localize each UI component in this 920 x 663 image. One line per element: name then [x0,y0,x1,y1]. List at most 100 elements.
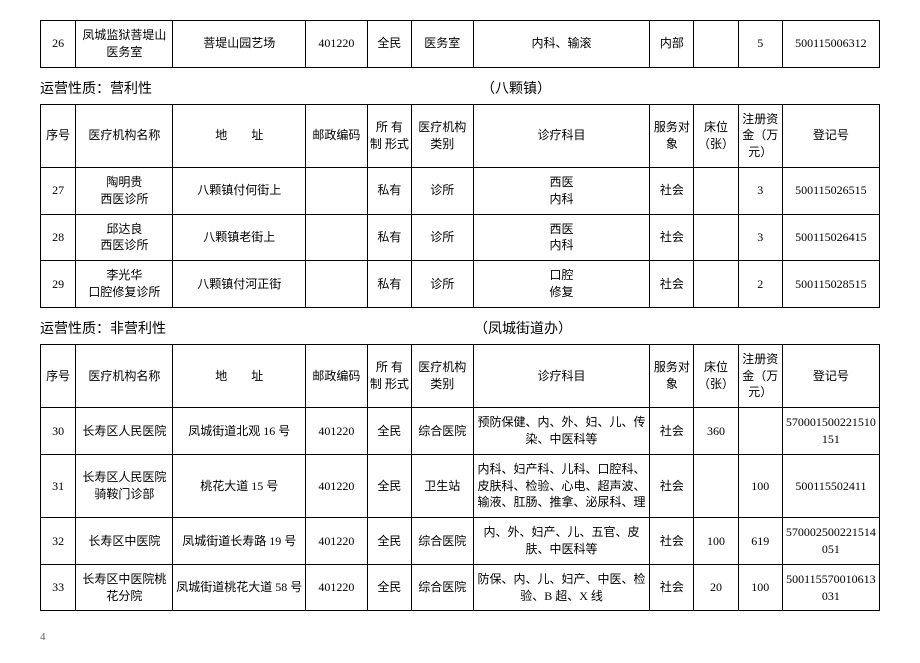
cell-target: 社会 [650,564,694,611]
col-zip: 邮政编码 [305,344,367,407]
cell-name: 长寿区中医院桃花分院 [76,564,173,611]
cell-name: 陶明贵西医诊所 [76,167,173,214]
cell-name: 邱达良西医诊所 [76,214,173,261]
cell-name: 李光华口腔修复诊所 [76,261,173,308]
table-2-header: 序号医疗机构名称地 址邮政编码所 有 制 形式医疗机构类别诊疗科目服务对象床位（… [41,104,880,167]
col-dept: 诊疗科目 [473,344,650,407]
cell-capital: 100 [738,454,782,517]
cell-dept: 预防保健、内、外、妇、儿、传染、中医科等 [473,408,650,455]
cell-dept: 西医内科 [473,167,650,214]
cell-ownership: 私有 [367,214,411,261]
col-seq: 序号 [41,104,76,167]
col-capital: 注册资金（万元） [738,344,782,407]
section-2-title-right: （八颗镇） [152,78,880,98]
cell-name: 凤城监狱菩堤山医务室 [76,21,173,68]
cell-capital: 3 [738,214,782,261]
cell-capital: 2 [738,261,782,308]
col-capital: 注册资金（万元） [738,104,782,167]
cell-capital: 5 [738,21,782,68]
cell-beds [694,21,738,68]
cell-regno: 500115026415 [782,214,879,261]
cell-category: 诊所 [411,214,473,261]
cell-beds: 20 [694,564,738,611]
cell-ownership: 全民 [367,518,411,565]
cell-seq: 26 [41,21,76,68]
cell-ownership: 全民 [367,408,411,455]
cell-addr: 凤城街道长寿路 19 号 [173,518,305,565]
cell-ownership: 全民 [367,454,411,517]
table-row: 30长寿区人民医院凤城街道北观 16 号401220全民综合医院预防保健、内、外… [41,408,880,455]
cell-category: 综合医院 [411,518,473,565]
table-row: 33长寿区中医院桃花分院凤城街道桃花大道 58 号401220全民综合医院防保、… [41,564,880,611]
cell-seq: 31 [41,454,76,517]
cell-zip: 401220 [305,408,367,455]
col-dept: 诊疗科目 [473,104,650,167]
cell-category: 卫生站 [411,454,473,517]
cell-ownership: 私有 [367,261,411,308]
cell-regno: 500115006312 [782,21,879,68]
cell-name: 长寿区中医院 [76,518,173,565]
cell-regno: 500115026515 [782,167,879,214]
cell-capital: 619 [738,518,782,565]
cell-zip [305,261,367,308]
cell-beds [694,214,738,261]
cell-dept: 西医内科 [473,214,650,261]
cell-category: 综合医院 [411,408,473,455]
table-2: 序号医疗机构名称地 址邮政编码所 有 制 形式医疗机构类别诊疗科目服务对象床位（… [40,104,880,308]
cell-seq: 29 [41,261,76,308]
col-addr: 地 址 [173,344,305,407]
cell-beds [694,261,738,308]
cell-target: 社会 [650,518,694,565]
cell-zip: 401220 [305,518,367,565]
cell-regno: 500115570010613031 [782,564,879,611]
cell-addr: 桃花大道 15 号 [173,454,305,517]
cell-category: 综合医院 [411,564,473,611]
cell-target: 社会 [650,408,694,455]
cell-zip [305,214,367,261]
cell-seq: 32 [41,518,76,565]
cell-ownership: 私有 [367,167,411,214]
cell-regno: 570002500221514051 [782,518,879,565]
cell-addr: 八颗镇付何街上 [173,167,305,214]
cell-ownership: 全民 [367,564,411,611]
section-3-title-left: 运营性质：非营利性 [40,318,166,338]
col-ownership: 所 有 制 形式 [367,344,411,407]
cell-seq: 33 [41,564,76,611]
cell-regno: 570001500221510151 [782,408,879,455]
page-number: 4 [40,631,880,643]
section-3-title-right: （凤城街道办） [166,318,880,338]
cell-name: 长寿区人民医院骑鞍门诊部 [76,454,173,517]
cell-addr: 凤城街道北观 16 号 [173,408,305,455]
cell-ownership: 全民 [367,21,411,68]
section-3-title: 运营性质：非营利性 （凤城街道办） [40,318,880,338]
cell-capital: 100 [738,564,782,611]
cell-beds [694,167,738,214]
cell-target: 社会 [650,167,694,214]
cell-dept: 口腔修复 [473,261,650,308]
cell-addr: 凤城街道桃花大道 58 号 [173,564,305,611]
cell-seq: 27 [41,167,76,214]
cell-capital [738,408,782,455]
table-2-body: 27陶明贵西医诊所八颗镇付何街上私有诊所西医内科社会35001150265152… [41,167,880,307]
table-1-body: 26凤城监狱菩堤山医务室菩堤山园艺场401220全民医务室内科、输滚内部5500… [41,21,880,68]
cell-seq: 30 [41,408,76,455]
table-row: 31长寿区人民医院骑鞍门诊部桃花大道 15 号401220全民卫生站内科、妇产科… [41,454,880,517]
cell-category: 诊所 [411,167,473,214]
cell-target: 社会 [650,261,694,308]
cell-addr: 八颗镇老街上 [173,214,305,261]
cell-dept: 内科、妇产科、儿科、口腔科、皮肤科、检验、心电、超声波、输液、肛肠、推拿、泌尿科… [473,454,650,517]
cell-dept: 内、外、妇产、儿、五官、皮肤、中医科等 [473,518,650,565]
cell-zip: 401220 [305,21,367,68]
col-beds: 床位（张） [694,344,738,407]
table-header-row: 序号医疗机构名称地 址邮政编码所 有 制 形式医疗机构类别诊疗科目服务对象床位（… [41,104,880,167]
section-2-title-left: 运营性质：营利性 [40,78,152,98]
table-header-row: 序号医疗机构名称地 址邮政编码所 有 制 形式医疗机构类别诊疗科目服务对象床位（… [41,344,880,407]
cell-dept: 防保、内、儿、妇产、中医、检验、B 超、X 线 [473,564,650,611]
table-3: 序号医疗机构名称地 址邮政编码所 有 制 形式医疗机构类别诊疗科目服务对象床位（… [40,344,880,612]
cell-zip [305,167,367,214]
cell-capital: 3 [738,167,782,214]
section-2-title: 运营性质：营利性 （八颗镇） [40,78,880,98]
col-beds: 床位（张） [694,104,738,167]
cell-category: 诊所 [411,261,473,308]
cell-regno: 500115028515 [782,261,879,308]
